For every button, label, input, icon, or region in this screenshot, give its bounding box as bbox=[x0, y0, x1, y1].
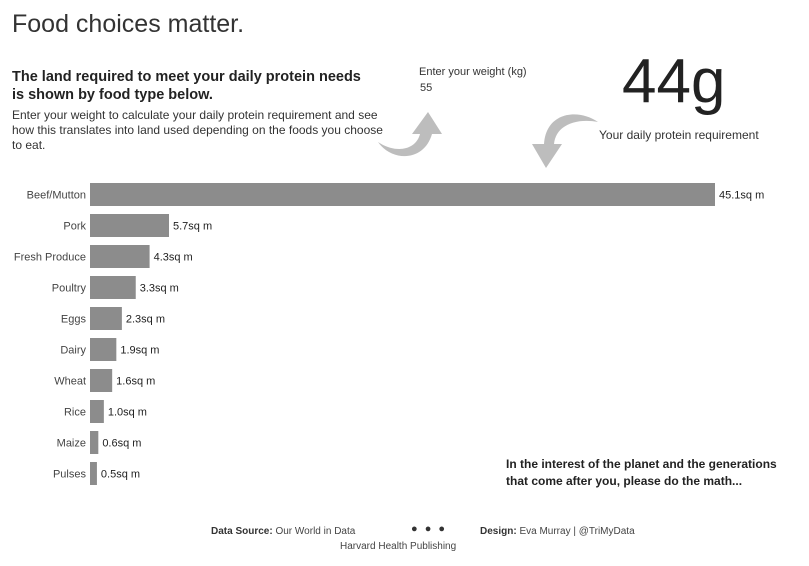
data-label: 1.9sq m bbox=[120, 345, 159, 357]
page-title: Food choices matter. bbox=[12, 10, 245, 38]
category-label: Fresh Produce bbox=[14, 252, 86, 264]
category-label: Wheat bbox=[54, 376, 86, 388]
data-label: 1.0sq m bbox=[108, 407, 147, 419]
curved-arrow-up-icon bbox=[378, 112, 442, 157]
data-source-value: Our World in Data bbox=[275, 526, 356, 537]
bar[interactable] bbox=[90, 276, 136, 299]
category-label: Pork bbox=[63, 221, 86, 233]
data-label: 1.6sq m bbox=[116, 376, 155, 388]
data-source-value-2: Harvard Health Publishing bbox=[340, 541, 457, 552]
curved-arrow-down-icon bbox=[532, 114, 598, 168]
protein-requirement-value: 44g bbox=[622, 47, 726, 116]
data-label: 3.3sq m bbox=[140, 283, 179, 295]
category-label: Eggs bbox=[61, 314, 87, 326]
data-label: 2.3sq m bbox=[126, 314, 165, 326]
data-label: 4.3sq m bbox=[154, 252, 193, 264]
bar[interactable] bbox=[90, 338, 117, 361]
bar[interactable] bbox=[90, 307, 122, 330]
bar[interactable] bbox=[90, 369, 113, 392]
data-label: 0.5sq m bbox=[101, 469, 140, 481]
land-use-bar-chart: Beef/Mutton 45.1sq m Pork 5.7sq m Fresh Prod… bbox=[14, 183, 764, 485]
category-label: Dairy bbox=[60, 345, 86, 357]
callout-text: In the interest of the planet and the ge… bbox=[506, 457, 777, 488]
weight-input-label: Enter your weight (kg) bbox=[419, 66, 527, 78]
design-label: Design: bbox=[480, 526, 517, 537]
bar[interactable] bbox=[90, 214, 169, 237]
bar[interactable] bbox=[90, 400, 104, 423]
data-label: 5.7sq m bbox=[173, 221, 212, 233]
subtitle: The land required to meet your daily pro… bbox=[12, 69, 361, 103]
bar[interactable] bbox=[90, 183, 715, 206]
category-label: Maize bbox=[57, 438, 86, 450]
data-label: 45.1sq m bbox=[719, 190, 764, 202]
weight-input[interactable] bbox=[418, 80, 512, 96]
data-label: 0.6sq m bbox=[102, 438, 141, 450]
category-label: Poultry bbox=[52, 283, 87, 295]
footer-separator: ● ● ● bbox=[411, 523, 448, 535]
data-source-label: Data Source: bbox=[211, 526, 273, 537]
category-label: Rice bbox=[64, 407, 86, 419]
bar[interactable] bbox=[90, 245, 150, 268]
bar[interactable] bbox=[90, 431, 99, 454]
bar[interactable] bbox=[90, 462, 97, 485]
intro-text: Enter your weight to calculate your dail… bbox=[12, 108, 383, 152]
category-label: Pulses bbox=[53, 469, 87, 481]
design-credit: Design: Eva Murray | @TriMyData bbox=[480, 526, 635, 537]
design-value: Eva Murray | @TriMyData bbox=[519, 526, 635, 537]
category-label: Beef/Mutton bbox=[27, 190, 86, 202]
protein-requirement-label: Your daily protein requirement bbox=[599, 128, 759, 142]
data-source: Data Source: Our World in Data bbox=[211, 526, 355, 537]
